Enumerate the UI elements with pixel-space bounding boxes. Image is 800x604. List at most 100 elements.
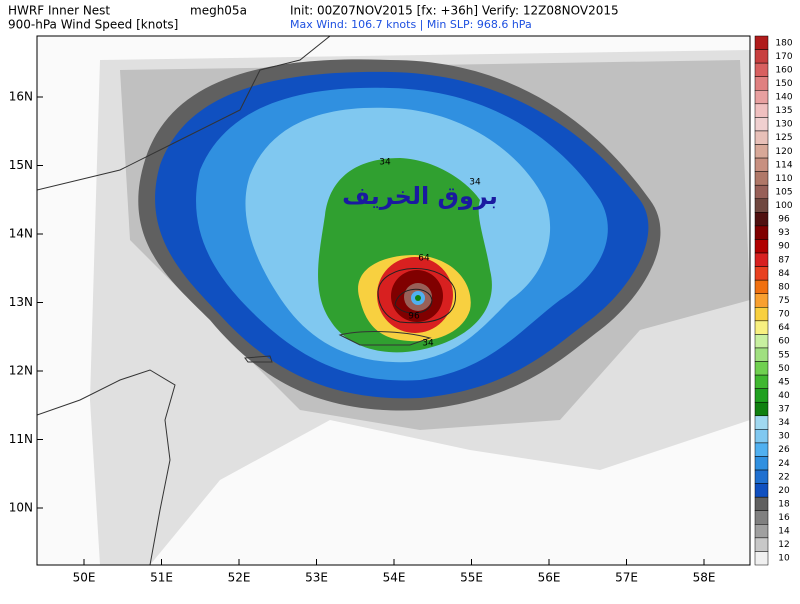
- colorbar-swatch: [754, 90, 769, 105]
- contour-label: 96: [408, 312, 420, 322]
- time-info: Init: 00Z07NOV2015 [fx: +36h] Verify: 12…: [290, 4, 619, 18]
- colorbar-swatch: [754, 388, 769, 403]
- colorbar-swatch: [754, 212, 769, 227]
- colorbar-swatch: [754, 469, 769, 484]
- colorbar-swatch: [754, 157, 769, 172]
- colorbar-swatch: [754, 144, 769, 159]
- colorbar-label: 55: [778, 350, 789, 360]
- colorbar-swatch: [754, 537, 769, 552]
- field-title: 900-hPa Wind Speed [knots]: [8, 18, 178, 32]
- colorbar-swatch: [754, 483, 769, 498]
- colorbar-swatch: [754, 279, 769, 294]
- colorbar-swatch: [754, 361, 769, 376]
- colorbar-swatch: [754, 117, 769, 132]
- colorbar-label: 160: [775, 65, 792, 75]
- lat-label: 14N: [9, 227, 33, 241]
- axes: 50E 51E 52E 53E 54E 55E 56E 57E 58E 16N 15N 14N 13N 1…: [9, 90, 716, 585]
- colorbar-label: 105: [775, 187, 792, 197]
- colorbar-swatch: [754, 225, 769, 240]
- colorbar-swatch: [754, 415, 769, 430]
- colorbar-swatch: [754, 401, 769, 417]
- colorbar-swatch: [754, 320, 769, 335]
- colorbar-swatch: [754, 347, 769, 362]
- colorbar-label: 125: [775, 133, 792, 143]
- lon-label: 58E: [693, 571, 716, 585]
- colorbar-label: 18: [778, 499, 790, 509]
- colorbar-swatch: [754, 524, 769, 539]
- island: [338, 331, 432, 346]
- colorbar-label: 100: [775, 201, 792, 211]
- colorbar-label: 60: [778, 337, 790, 347]
- map: 34 34 64 96 34 بروق الخريف: [36, 35, 751, 566]
- colorbar-label: 75: [778, 296, 789, 306]
- lat-label: 12N: [9, 364, 33, 378]
- colorbar-swatch: [754, 307, 769, 322]
- colorbar-label: 64: [778, 323, 790, 333]
- lon-label: 52E: [228, 571, 251, 585]
- contour-label: 64: [418, 254, 430, 264]
- colorbar-label: 34: [778, 418, 790, 428]
- colorbar-swatch: [754, 103, 769, 118]
- colorbar-label: 120: [775, 147, 792, 157]
- colorbar-label: 84: [778, 269, 790, 279]
- colorbar-swatch: [754, 35, 769, 50]
- eye-center: [415, 295, 421, 301]
- colorbar-swatch: [754, 171, 769, 186]
- colorbar-swatch: [754, 198, 769, 213]
- colorbar-label: 12: [778, 540, 789, 550]
- colorbar-label: 70: [778, 310, 790, 320]
- coastline: [37, 369, 176, 565]
- lat-label: 15N: [9, 158, 33, 172]
- colorbar-label: 87: [778, 255, 789, 265]
- colorbar-label: 22: [778, 472, 789, 482]
- colorbar-label: 10: [778, 554, 790, 564]
- colorbar-label: 114: [775, 160, 792, 170]
- colorbar-label: 50: [778, 364, 790, 374]
- contour-96: [394, 288, 433, 314]
- colorbar-label: 16: [778, 513, 790, 523]
- lon-label: 53E: [305, 571, 328, 585]
- colorbar-label: 45: [778, 377, 789, 387]
- contour-label: 34: [422, 339, 434, 349]
- colorbar-label: 130: [775, 120, 792, 130]
- lon-label: 50E: [73, 571, 96, 585]
- colorbar-label: 30: [778, 432, 790, 442]
- colorbar-label: 24: [778, 459, 790, 469]
- colorbar-swatch: [754, 456, 769, 471]
- colorbar-swatch: [754, 62, 769, 77]
- lat-label: 13N: [9, 295, 33, 309]
- colorbar-label: 110: [775, 174, 792, 184]
- storm-stats: Max Wind: 106.7 knots | Min SLP: 968.6 h…: [290, 18, 532, 31]
- colorbar-label: 170: [775, 52, 792, 62]
- lat-label: 16N: [9, 90, 33, 104]
- colorbar-swatch: [754, 184, 769, 200]
- colorbar-swatch: [754, 510, 769, 525]
- colorbar-label: 26: [778, 445, 790, 455]
- colorbar-label: 150: [775, 79, 792, 89]
- island: [244, 355, 273, 363]
- colorbar-label: 37: [778, 405, 789, 415]
- lat-label: 11N: [9, 432, 33, 446]
- colorbar-label: 80: [778, 282, 790, 292]
- contour-64: [377, 268, 456, 324]
- contour-label: 34: [469, 178, 481, 188]
- colorbar-label: 40: [778, 391, 790, 401]
- lon-label: 54E: [383, 571, 406, 585]
- colorbar-swatch: [754, 49, 769, 64]
- colorbar-swatch: [754, 551, 769, 566]
- lat-label: 10N: [9, 501, 33, 515]
- colorbar-label: 20: [778, 486, 790, 496]
- colorbar-label: 93: [778, 228, 789, 238]
- colorbar-swatch: [754, 496, 769, 511]
- colorbar-swatch: [754, 130, 769, 145]
- colorbar-swatch: [754, 429, 769, 444]
- watermark: بروق الخريف: [342, 182, 498, 210]
- colorbar-swatch: [754, 334, 769, 349]
- colorbar: 180 170 160 150 140 135 130 125 120 114 110 105 100 9…: [754, 35, 793, 566]
- contour-label: 34: [379, 158, 391, 168]
- colorbar-label: 96: [778, 215, 790, 225]
- colorbar-swatch: [754, 374, 769, 389]
- colorbar-swatch: [754, 252, 769, 267]
- colorbar-swatch: [754, 76, 769, 91]
